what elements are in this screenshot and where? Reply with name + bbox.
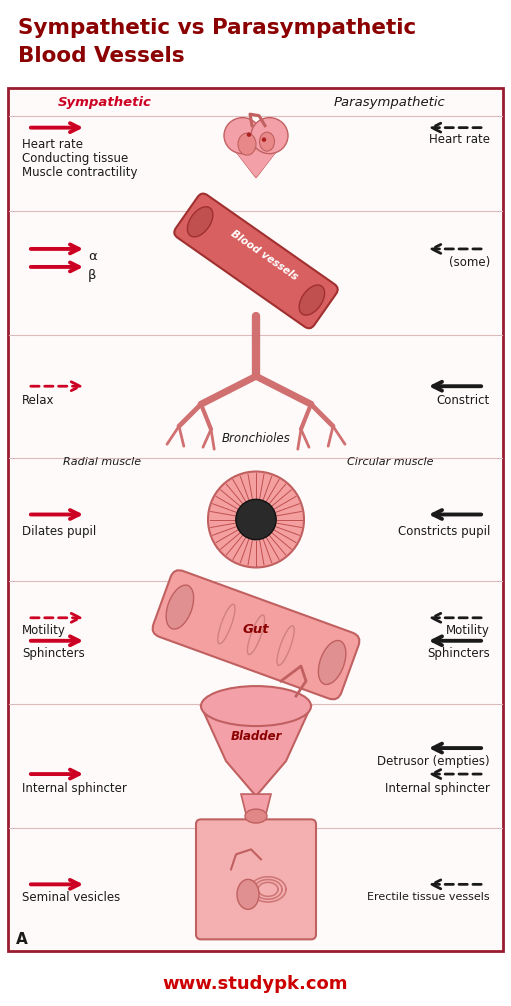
Text: Blood vessels: Blood vessels bbox=[229, 228, 299, 282]
Polygon shape bbox=[241, 794, 271, 814]
Circle shape bbox=[247, 133, 251, 137]
Text: Sympathetic vs Parasympathetic: Sympathetic vs Parasympathetic bbox=[18, 18, 416, 38]
Ellipse shape bbox=[224, 118, 261, 154]
Text: Motility: Motility bbox=[446, 625, 490, 637]
Ellipse shape bbox=[245, 809, 267, 823]
Text: Dilates pupil: Dilates pupil bbox=[22, 525, 96, 538]
Circle shape bbox=[236, 499, 276, 539]
Text: Gut: Gut bbox=[243, 624, 269, 636]
Text: (some): (some) bbox=[449, 257, 490, 270]
Ellipse shape bbox=[201, 686, 311, 726]
Text: Bladder: Bladder bbox=[230, 729, 282, 742]
Circle shape bbox=[262, 138, 266, 142]
Text: Relax: Relax bbox=[22, 393, 55, 406]
Ellipse shape bbox=[299, 285, 324, 315]
Ellipse shape bbox=[318, 641, 346, 684]
Text: Motility: Motility bbox=[22, 625, 66, 637]
Text: Internal sphincter: Internal sphincter bbox=[385, 782, 490, 795]
Text: Sphincters: Sphincters bbox=[427, 647, 490, 660]
Ellipse shape bbox=[260, 132, 274, 151]
FancyBboxPatch shape bbox=[196, 819, 316, 940]
Text: Muscle contractility: Muscle contractility bbox=[22, 166, 137, 179]
Text: Circular muscle: Circular muscle bbox=[347, 457, 433, 467]
Text: Internal sphincter: Internal sphincter bbox=[22, 782, 127, 795]
Text: www.studypk.com: www.studypk.com bbox=[162, 975, 349, 993]
Text: Constrict: Constrict bbox=[437, 393, 490, 406]
Polygon shape bbox=[226, 139, 286, 178]
Text: Sympathetic: Sympathetic bbox=[58, 96, 152, 109]
Ellipse shape bbox=[166, 585, 194, 629]
Polygon shape bbox=[201, 706, 311, 796]
Polygon shape bbox=[226, 139, 286, 178]
Text: Parasympathetic: Parasympathetic bbox=[334, 96, 446, 109]
Ellipse shape bbox=[188, 207, 213, 236]
Text: β: β bbox=[88, 270, 97, 283]
FancyBboxPatch shape bbox=[174, 193, 338, 328]
Ellipse shape bbox=[238, 133, 256, 155]
FancyBboxPatch shape bbox=[153, 570, 359, 699]
Text: α: α bbox=[88, 250, 97, 264]
Text: A: A bbox=[16, 932, 28, 947]
Ellipse shape bbox=[237, 879, 259, 909]
Text: Blood Vessels: Blood Vessels bbox=[18, 46, 184, 66]
FancyBboxPatch shape bbox=[8, 88, 503, 951]
Text: Seminal vesicles: Seminal vesicles bbox=[22, 891, 120, 903]
Text: Radial muscle: Radial muscle bbox=[63, 457, 141, 467]
Text: Bronchioles: Bronchioles bbox=[222, 432, 290, 445]
Text: Constricts pupil: Constricts pupil bbox=[398, 525, 490, 538]
Text: Heart rate: Heart rate bbox=[429, 133, 490, 146]
Text: Detrusor (empties): Detrusor (empties) bbox=[378, 754, 490, 768]
Text: Conducting tissue: Conducting tissue bbox=[22, 152, 128, 165]
Text: Sphincters: Sphincters bbox=[22, 647, 85, 660]
Ellipse shape bbox=[251, 118, 288, 154]
Text: Erectile tissue vessels: Erectile tissue vessels bbox=[367, 892, 490, 902]
Text: Heart rate: Heart rate bbox=[22, 138, 83, 151]
Circle shape bbox=[208, 472, 304, 567]
